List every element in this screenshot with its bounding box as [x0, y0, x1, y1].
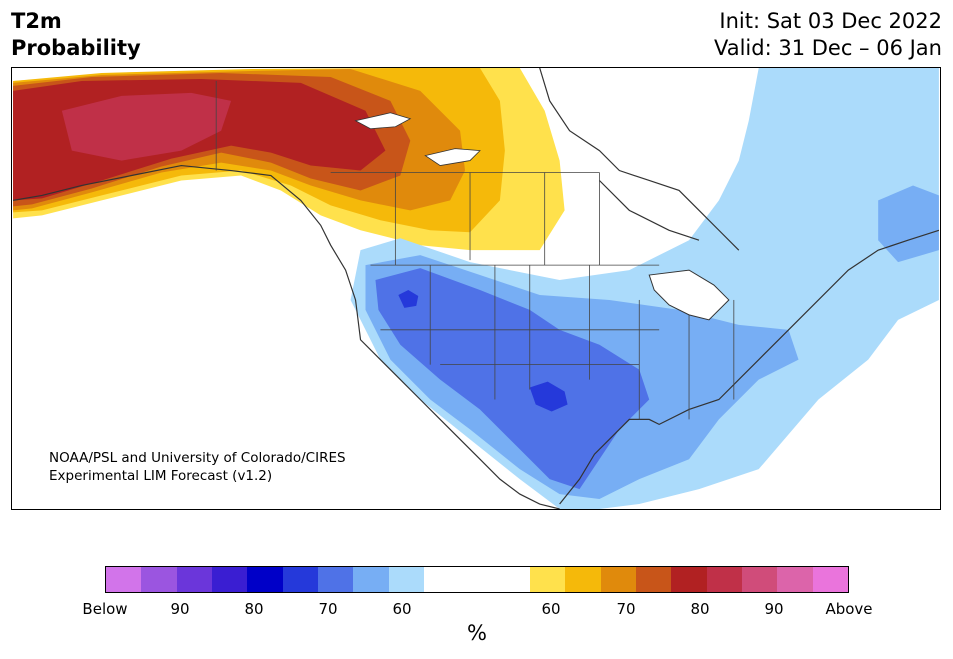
cold-deep-west-region: [398, 289, 419, 308]
tick-above-60: 60: [541, 600, 561, 618]
colorbar-swatch: [565, 567, 601, 592]
credit-text: NOAA/PSL and University of Colorado/CIRE…: [49, 449, 346, 485]
colorbar-swatch: [671, 567, 707, 592]
valid-period: Valid: 31 Dec – 06 Jan: [713, 36, 942, 60]
colorbar-swatch: [529, 567, 566, 592]
colorbar-swatch: [353, 567, 389, 592]
colorbar-swatch: [741, 567, 778, 592]
tick-below-80: 80: [244, 600, 264, 618]
tick-above-90: 90: [764, 600, 784, 618]
colorbar-swatch: [423, 567, 530, 592]
tick-below-60: 60: [392, 600, 412, 618]
great-bear-lake: [424, 148, 481, 166]
tick-below: Below: [82, 600, 128, 618]
tick-above-70: 70: [616, 600, 636, 618]
colorbar-swatch: [317, 567, 354, 592]
credit-line2: Experimental LIM Forecast (v1.2): [49, 468, 273, 484]
cold-mid-northeast-region: [878, 185, 939, 263]
colorbar-swatch: [635, 567, 672, 592]
political-borders: [215, 80, 735, 420]
title-variable: T2m: [11, 9, 62, 33]
cold-blue-region: [375, 268, 650, 490]
tick-above: Above: [825, 600, 873, 618]
colorbar-swatch: [106, 567, 142, 592]
colorbar-swatch: [141, 567, 177, 592]
warm-crimson-region: [61, 92, 232, 161]
probability-map: [11, 67, 941, 510]
credit-line1: NOAA/PSL and University of Colorado/CIRE…: [49, 450, 346, 466]
forecast-dates: Init: Sat 03 Dec 2022 Valid: 31 Dec – 06…: [714, 8, 942, 62]
colorbar-swatch: [388, 567, 424, 592]
tick-below-90: 90: [170, 600, 190, 618]
cold-deep-south-region: [529, 381, 568, 412]
colorbar-swatch: [211, 567, 248, 592]
great-slave-lake: [354, 112, 412, 130]
init-date: Init: Sat 03 Dec 2022: [719, 9, 942, 33]
tick-below-70: 70: [318, 600, 338, 618]
colorbar-swatch: [247, 567, 283, 592]
map-svg: [12, 68, 940, 509]
colorbar-swatch: [600, 567, 636, 592]
colorbar-swatch: [706, 567, 742, 592]
great-lakes: [648, 269, 730, 321]
colorbar-swatch: [777, 567, 813, 592]
title-type: Probability: [11, 36, 141, 60]
colorbar-swatch: [282, 567, 318, 592]
tick-above-80: 80: [690, 600, 710, 618]
colorbar-swatch: [176, 567, 212, 592]
map-title: T2m Probability: [11, 8, 141, 62]
colorbar: [105, 566, 849, 593]
coastlines: [12, 68, 940, 509]
colorbar-unit: %: [467, 621, 487, 645]
colorbar-swatch: [812, 567, 848, 592]
